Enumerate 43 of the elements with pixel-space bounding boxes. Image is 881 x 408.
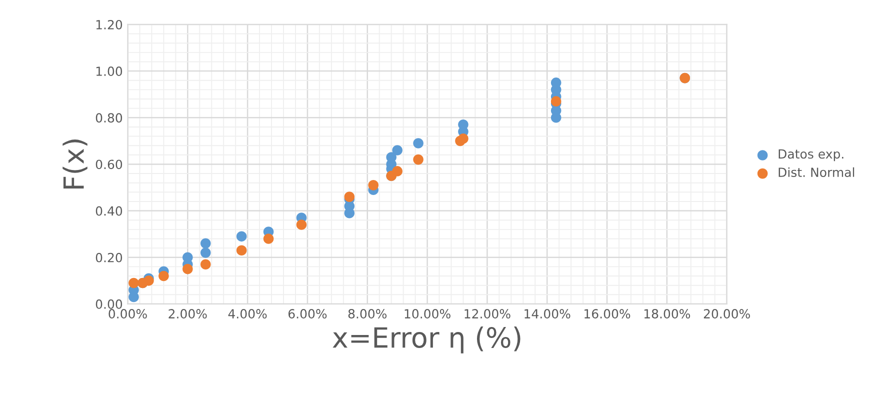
x-tick-label: 6.00% <box>288 309 327 318</box>
x-tick-label: 8.00% <box>348 309 387 318</box>
point <box>392 145 402 156</box>
x-tick-label: 18.00% <box>644 309 690 318</box>
y-tick-label: 1.20 <box>96 20 122 30</box>
point <box>263 234 274 244</box>
point <box>200 238 211 249</box>
point <box>200 248 211 258</box>
x-axis-title: x=Error η (%) <box>332 326 520 354</box>
point <box>128 278 139 288</box>
point <box>413 154 424 165</box>
x-tick-label: 20.00% <box>704 309 750 318</box>
legend-label: Dist. Normal <box>778 167 854 178</box>
y-axis-title: F(x) <box>62 140 88 189</box>
point <box>182 264 193 274</box>
point <box>413 138 424 148</box>
point <box>550 78 562 88</box>
x-tick-label: 4.00% <box>228 309 267 318</box>
y-tick-label: 0.00 <box>96 299 122 309</box>
point <box>368 180 379 190</box>
legend-label: Datos exp. <box>778 149 844 162</box>
x-tick-label: 16.00% <box>584 309 630 318</box>
x-tick-label: 0.00% <box>108 309 147 318</box>
y-tick-label: 1.00 <box>96 66 122 76</box>
point <box>158 270 169 282</box>
point <box>236 231 247 242</box>
point <box>344 192 355 202</box>
point <box>200 259 211 270</box>
y-tick-label: 0.80 <box>96 113 122 123</box>
point <box>144 276 154 286</box>
point <box>392 166 402 176</box>
y-tick-label: 0.20 <box>96 252 122 262</box>
point <box>458 133 468 144</box>
point <box>550 96 562 106</box>
x-tick-label: 12.00% <box>464 309 510 318</box>
x-tick-label: 14.00% <box>524 309 570 318</box>
x-tick-label: 10.00% <box>404 309 450 318</box>
y-tick-label: 0.40 <box>96 206 122 216</box>
point <box>296 220 307 230</box>
x-tick-label: 2.00% <box>168 309 207 318</box>
point <box>386 152 396 162</box>
point <box>236 245 247 256</box>
y-tick-label: 0.60 <box>96 160 122 170</box>
